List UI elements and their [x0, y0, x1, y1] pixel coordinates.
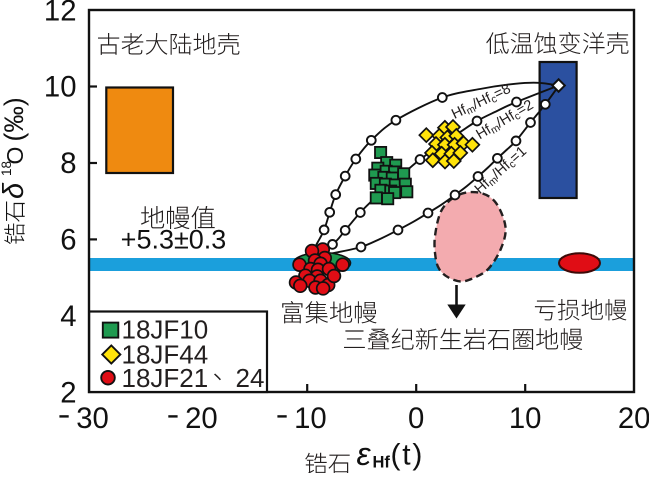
- svg-text:12: 12: [44, 0, 77, 27]
- svg-text:10: 10: [294, 402, 327, 435]
- svg-text:20: 20: [618, 402, 649, 435]
- svg-text:6: 6: [60, 224, 76, 257]
- svg-text:O: O: [2, 147, 28, 165]
- svg-text:30: 30: [76, 402, 109, 435]
- svg-text:+5.3±0.3: +5.3±0.3: [121, 225, 227, 255]
- svg-text:20: 20: [185, 402, 218, 435]
- svg-text:(‰): (‰): [0, 97, 29, 141]
- svg-text:10: 10: [44, 71, 77, 104]
- svg-text:2: 2: [60, 377, 76, 410]
- svg-text:(t): (t): [391, 439, 425, 472]
- svg-text:18: 18: [0, 161, 14, 176]
- svg-text:8: 8: [60, 147, 76, 180]
- svg-text:δ: δ: [0, 182, 30, 199]
- svg-text:10: 10: [509, 402, 542, 435]
- svg-text:4: 4: [60, 300, 76, 333]
- svg-text:0: 0: [408, 402, 424, 435]
- svg-text:ε: ε: [357, 436, 372, 472]
- svg-text:Hf: Hf: [373, 454, 391, 472]
- svg-text:18JF44: 18JF44: [122, 339, 209, 369]
- svg-text:18JF21: 18JF21: [122, 363, 209, 393]
- svg-text:24: 24: [236, 363, 265, 393]
- svg-text:18JF10: 18JF10: [122, 315, 209, 345]
